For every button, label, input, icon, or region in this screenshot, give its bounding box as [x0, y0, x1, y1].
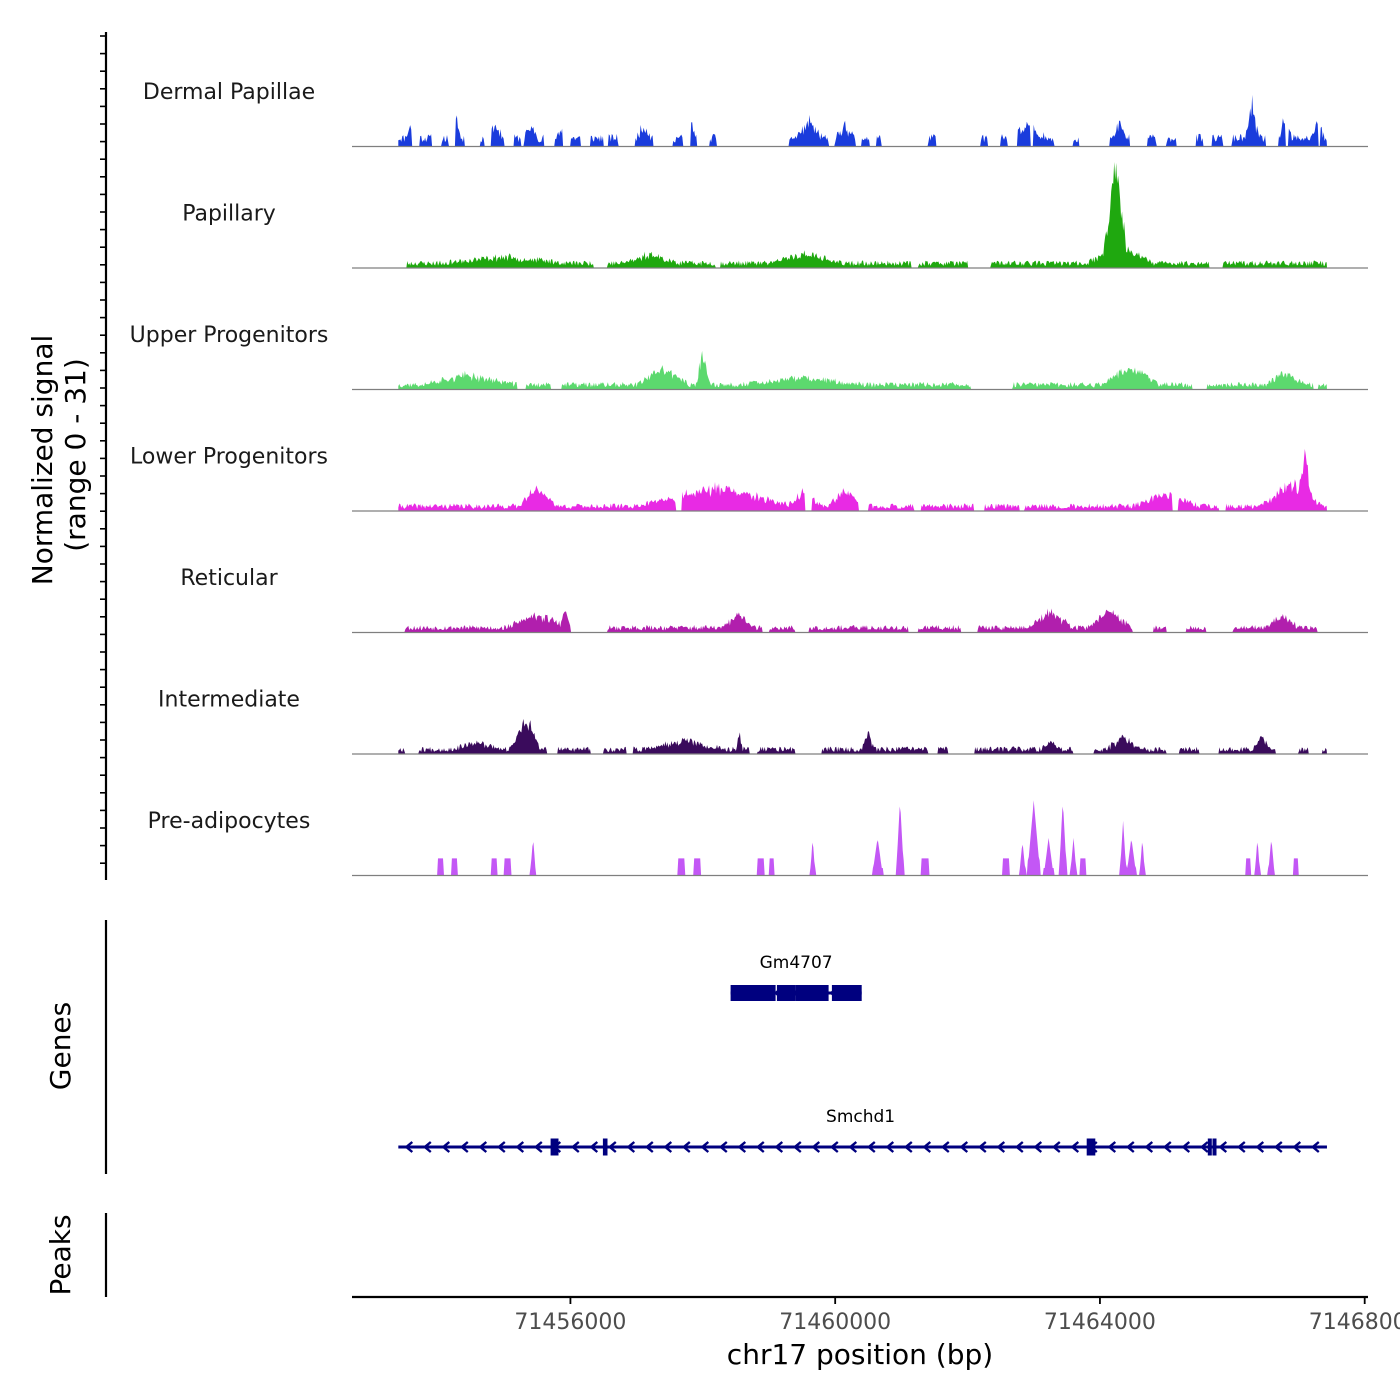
strand-arrow	[1310, 1141, 1320, 1153]
track-lower-progenitors	[352, 448, 1368, 512]
signal-area	[398, 350, 1327, 390]
x-axis-title: chr17 position (bp)	[727, 1338, 993, 1371]
gene-exon	[776, 985, 796, 1001]
x-tick-label: 71468000	[1309, 1310, 1400, 1335]
strand-arrow	[977, 1141, 987, 1153]
track-label: Dermal Papillae	[143, 80, 315, 105]
signal-area	[398, 718, 1327, 754]
gene-label: Gm4707	[760, 953, 833, 973]
strand-arrow	[1070, 1141, 1080, 1153]
strand-arrow	[1236, 1141, 1246, 1153]
track-label: Upper Progenitors	[130, 323, 329, 348]
x-tick-label: 71460000	[779, 1310, 891, 1335]
strand-arrow	[589, 1141, 599, 1153]
y-axis-title-line1: Normalized signal	[26, 335, 59, 586]
strand-arrow	[515, 1141, 525, 1153]
gene-exon	[831, 985, 862, 1001]
strand-arrow	[829, 1141, 839, 1153]
strand-arrow	[404, 1141, 414, 1153]
gene-exon	[602, 1138, 608, 1156]
track-dermal-papillae	[352, 94, 1368, 148]
strand-arrow	[922, 1141, 932, 1153]
strand-arrow	[700, 1141, 710, 1153]
x-axis: 71456000 71460000 71464000 71468000	[352, 1295, 1400, 1335]
genes-panel: Gm4707 Smchd1	[398, 953, 1327, 1156]
signal-area	[398, 448, 1327, 511]
signal-area	[398, 162, 1327, 268]
strand-arrow	[848, 1141, 858, 1153]
strand-arrow	[626, 1141, 636, 1153]
strand-arrow	[496, 1141, 506, 1153]
strand-arrow	[422, 1141, 432, 1153]
strand-arrow	[533, 1141, 543, 1153]
x-tick-label: 71456000	[514, 1310, 626, 1335]
track-pre-adipocytes	[352, 800, 1368, 877]
gene-exon	[1212, 1138, 1217, 1156]
strand-arrow	[478, 1141, 488, 1153]
strand-arrow	[607, 1141, 617, 1153]
gene-exon	[795, 985, 829, 1001]
y-axis-title-line2: (range 0 - 31)	[59, 358, 92, 552]
strand-arrow	[1255, 1141, 1265, 1153]
gene-exon	[1207, 1138, 1212, 1156]
strand-arrow	[903, 1141, 913, 1153]
strand-arrow	[1199, 1141, 1209, 1153]
peaks-panel-title: Peaks	[44, 1214, 77, 1295]
strand-arrow	[755, 1141, 765, 1153]
left-axes	[100, 32, 108, 1297]
strand-arrow	[996, 1141, 1006, 1153]
genes-panel-title: Genes	[44, 1002, 77, 1090]
strand-arrow	[1181, 1141, 1191, 1153]
strand-arrow	[681, 1141, 691, 1153]
strand-arrow	[940, 1141, 950, 1153]
strand-arrow	[1051, 1141, 1061, 1153]
strand-arrow	[1162, 1141, 1172, 1153]
strand-arrow	[1107, 1141, 1117, 1153]
signal-area	[398, 94, 1327, 147]
track-intermediate	[352, 718, 1368, 755]
gene-exon	[1086, 1138, 1096, 1156]
strand-arrow	[1292, 1141, 1302, 1153]
track-label: Lower Progenitors	[130, 445, 328, 470]
gene-exon	[550, 1138, 559, 1156]
track-label: Pre-adipocytes	[148, 809, 311, 834]
strand-arrow	[1033, 1141, 1043, 1153]
track-upper-progenitors	[352, 350, 1368, 391]
strand-arrow	[663, 1141, 673, 1153]
strand-arrow	[644, 1141, 654, 1153]
track-papillary	[352, 162, 1368, 269]
strand-arrow	[441, 1141, 451, 1153]
strand-arrow	[959, 1141, 969, 1153]
signal-tracks	[352, 94, 1368, 877]
strand-arrow	[459, 1141, 469, 1153]
strand-arrow	[718, 1141, 728, 1153]
signal-area	[398, 608, 1327, 633]
strand-arrow	[885, 1141, 895, 1153]
strand-arrow	[811, 1141, 821, 1153]
strand-arrow	[792, 1141, 802, 1153]
strand-arrow	[866, 1141, 876, 1153]
strand-arrow	[1218, 1141, 1228, 1153]
strand-arrow	[737, 1141, 747, 1153]
x-tick-label: 71464000	[1044, 1310, 1156, 1335]
track-label: Reticular	[180, 566, 278, 591]
track-label: Papillary	[182, 202, 276, 227]
strand-arrow	[1125, 1141, 1135, 1153]
strand-arrow	[570, 1141, 580, 1153]
gene-gm4707: Gm4707	[730, 953, 862, 1001]
gene-label: Smchd1	[826, 1107, 895, 1127]
strand-arrow	[1273, 1141, 1283, 1153]
strand-arrow	[1144, 1141, 1154, 1153]
track-reticular	[352, 608, 1368, 634]
track-labels: Dermal Papillae Papillary Upper Progenitor…	[130, 80, 329, 834]
gene-smchd1: Smchd1	[398, 1107, 1327, 1156]
gene-exon	[730, 985, 776, 1001]
track-label: Intermediate	[158, 688, 300, 713]
strand-arrow	[774, 1141, 784, 1153]
signal-area	[398, 800, 1327, 876]
strand-arrow	[1014, 1141, 1024, 1153]
